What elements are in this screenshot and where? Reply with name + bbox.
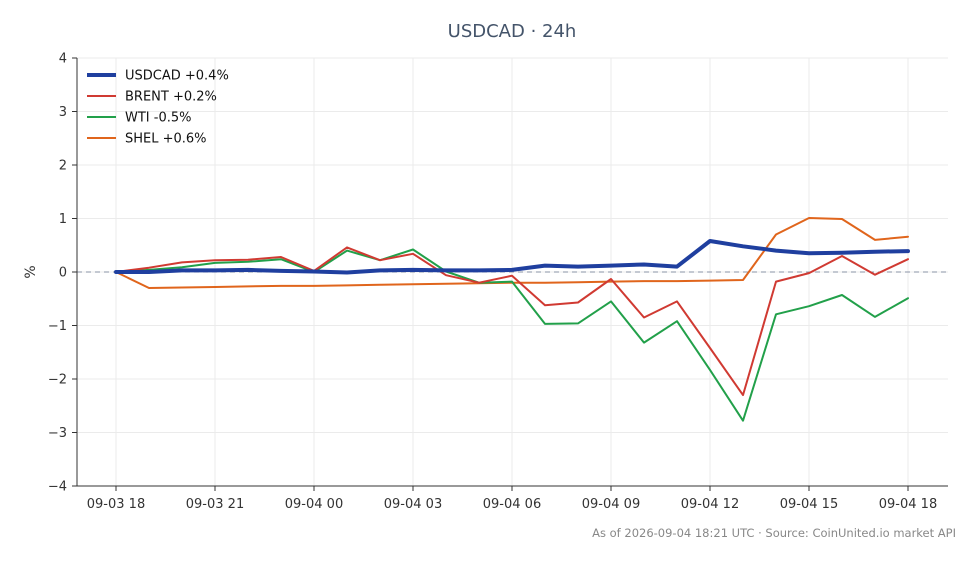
y-tick-label: 0 — [59, 266, 67, 281]
y-axis-label: % — [23, 265, 39, 278]
x-tick-label: 09-04 15 — [780, 497, 838, 512]
x-tick-label: 09-04 06 — [483, 497, 541, 512]
legend-entry: USDCAD +0.4% — [125, 69, 229, 84]
legend-entry: SHEL +0.6% — [125, 132, 207, 147]
legend: USDCAD +0.4% BRENT +0.2% WTI -0.5% SHEL +0.… — [87, 69, 229, 147]
x-tick-label: 09-04 09 — [582, 497, 640, 512]
x-tick-label: 09-04 03 — [384, 497, 442, 512]
chart-title: USDCAD · 24h — [448, 21, 577, 42]
x-tick-label: 09-04 18 — [879, 497, 937, 512]
y-tick-label: −1 — [48, 319, 67, 334]
series-line-usdcad — [114, 239, 910, 275]
x-tick-label: 09-04 00 — [285, 497, 343, 512]
series-lines — [114, 217, 910, 422]
legend-entry: WTI -0.5% — [125, 111, 191, 126]
footer-source-note: As of 2026-09-04 18:21 UTC · Source: Coi… — [592, 526, 956, 540]
y-tick-label: 4 — [59, 52, 67, 67]
series-line-brent — [115, 246, 909, 397]
x-tick-label: 09-03 21 — [186, 497, 244, 512]
y-tick-label: 1 — [59, 212, 67, 227]
x-tick-label: 09-03 18 — [87, 497, 145, 512]
y-tick-label: 3 — [59, 105, 67, 120]
y-tick-label: −2 — [48, 373, 67, 388]
legend-entry: BRENT +0.2% — [125, 90, 217, 105]
series-line-wti — [115, 248, 909, 422]
y-tick-label: 2 — [59, 159, 67, 174]
x-tick-label: 09-04 12 — [681, 497, 739, 512]
y-tick-label: −3 — [48, 426, 67, 441]
y-tick-label: −4 — [48, 480, 67, 495]
axes: −4 −3 −2 −1 0 1 2 3 4 09-03 18 09-03 21 09-04 00 09-… — [48, 52, 948, 512]
